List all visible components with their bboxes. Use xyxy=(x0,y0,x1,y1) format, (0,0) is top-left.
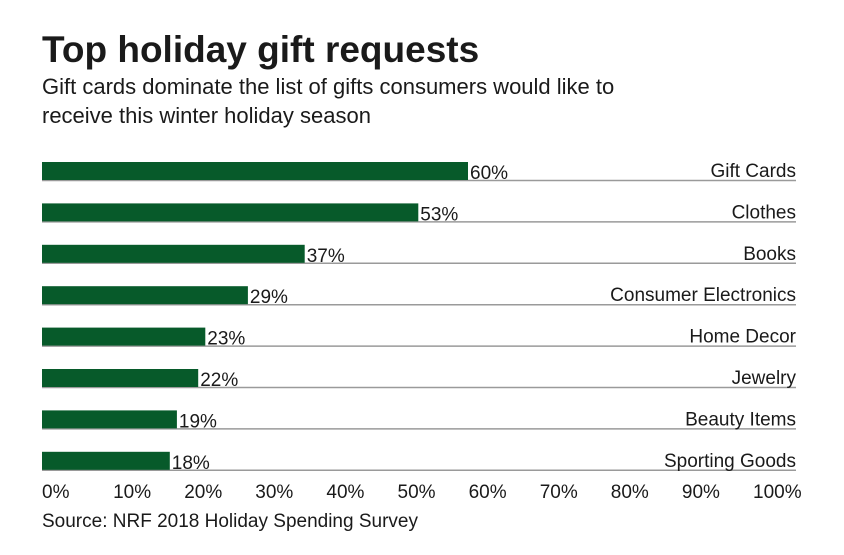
x-axis-ticks: 0% 10% 20% 30% 40% 50% 60% 70% 80% 90% 100% xyxy=(42,482,802,503)
data-label: 22% xyxy=(200,370,238,391)
category-label: Jewelry xyxy=(732,368,797,389)
bar-home-decor xyxy=(42,327,206,346)
category-label: Sporting Goods xyxy=(664,451,796,472)
bar-sporting-goods xyxy=(42,451,170,470)
x-tick-label: 10% xyxy=(113,482,151,503)
chart-subtitle-line-1: Gift cards dominate the list of gifts co… xyxy=(42,74,614,99)
x-tick-label: 20% xyxy=(184,482,222,503)
category-label: Consumer Electronics xyxy=(610,285,796,306)
category-label: Home Decor xyxy=(689,327,796,348)
category-label: Beauty Items xyxy=(685,409,796,430)
bar-beauty-items xyxy=(42,410,177,429)
x-tick-label: 30% xyxy=(255,482,293,503)
bar-clothes xyxy=(42,203,419,222)
chart-title: Top holiday gift requests xyxy=(42,29,479,70)
x-tick-label: 40% xyxy=(326,482,364,503)
category-label: Gift Cards xyxy=(710,161,796,182)
chart-subtitle-line-2: receive this winter holiday season xyxy=(42,103,371,128)
bar-gift-cards xyxy=(42,162,468,180)
data-label: 19% xyxy=(179,411,217,432)
x-tick-label: 50% xyxy=(398,482,436,503)
category-label: Clothes xyxy=(732,202,796,223)
x-tick-label: 60% xyxy=(469,482,507,503)
bar-consumer-electronics xyxy=(42,286,248,305)
data-label: 53% xyxy=(420,204,458,225)
data-label: 18% xyxy=(172,453,210,474)
bar-jewelry xyxy=(42,369,199,387)
data-label: 29% xyxy=(250,287,288,308)
data-label: 60% xyxy=(470,163,508,184)
x-tick-label: 100% xyxy=(753,482,802,503)
bars-group: 60% Gift Cards 53% Clothes 37% Books 29% Consum… xyxy=(42,161,797,474)
x-tick-label: 0% xyxy=(42,482,70,503)
source-note: Source: NRF 2018 Holiday Spending Survey xyxy=(42,511,418,532)
x-tick-label: 90% xyxy=(682,482,720,503)
bar-books xyxy=(42,244,305,263)
data-label: 23% xyxy=(207,329,245,350)
data-label: 37% xyxy=(307,246,345,267)
x-tick-label: 70% xyxy=(540,482,578,503)
x-tick-label: 80% xyxy=(611,482,649,503)
category-label: Books xyxy=(743,244,796,265)
